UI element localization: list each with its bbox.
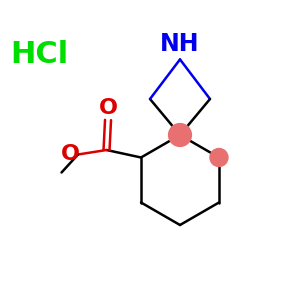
Text: HCl: HCl	[10, 40, 68, 68]
Circle shape	[169, 124, 191, 146]
Text: O: O	[98, 98, 118, 118]
Text: NH: NH	[160, 32, 200, 56]
Circle shape	[210, 148, 228, 166]
Text: O: O	[61, 144, 80, 164]
